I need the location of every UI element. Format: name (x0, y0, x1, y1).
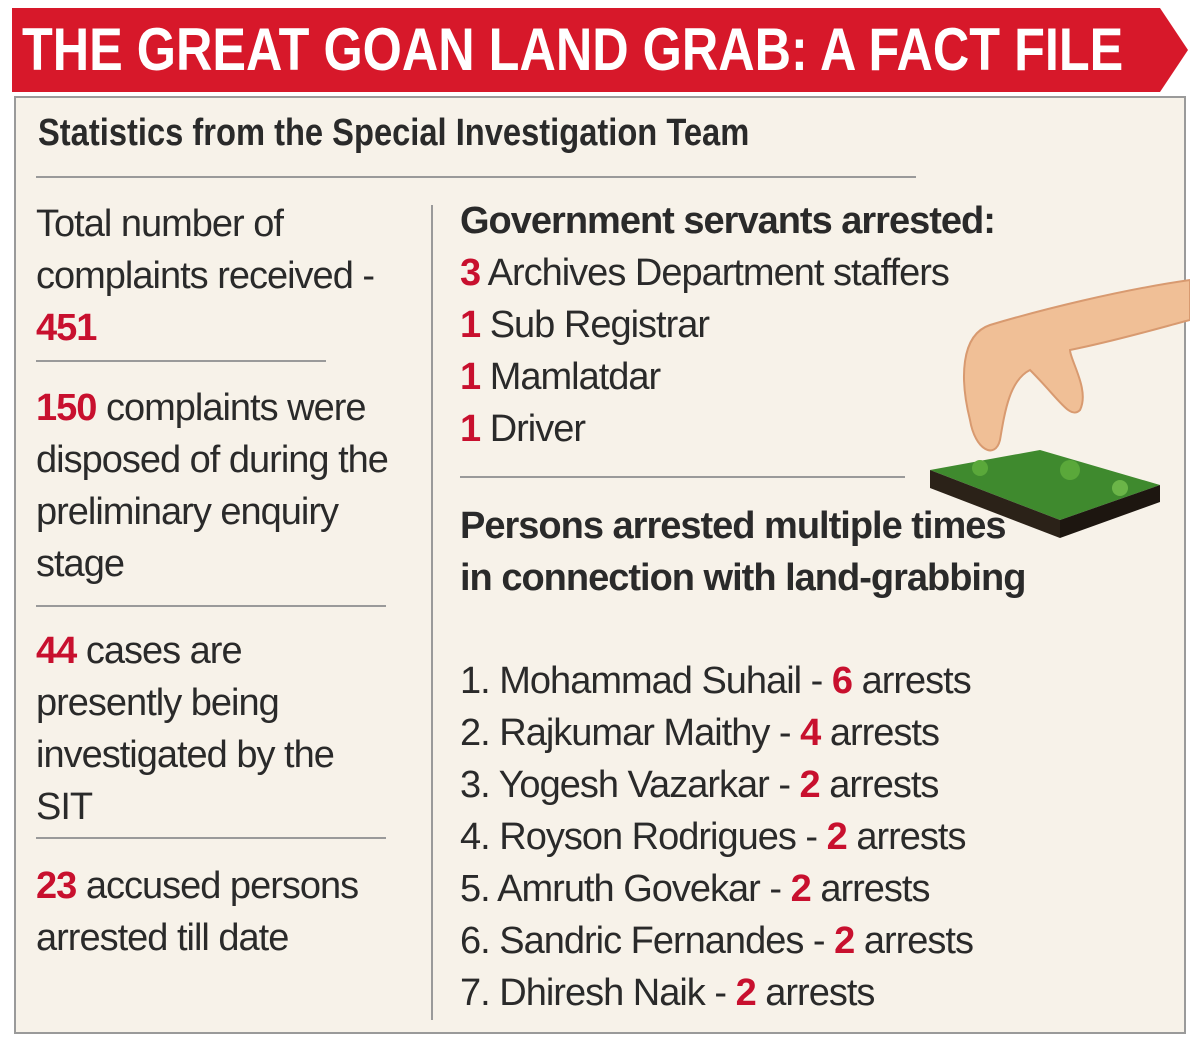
name: Amruth Govekar - (497, 868, 782, 910)
count: 2 (826, 816, 848, 858)
count: 2 (735, 972, 757, 1014)
stat-number: 451 (36, 307, 97, 349)
name: Rajkumar Maithy - (499, 712, 791, 754)
arrest-item: 1. Mohammad Suhail - 6 arrests (460, 655, 972, 707)
divider (431, 205, 433, 1020)
label: Mamlatdar (489, 356, 661, 398)
stat-text: accused persons arrested till date (36, 865, 359, 959)
count: 3 (460, 252, 481, 294)
land-side (1060, 485, 1160, 538)
rule (460, 476, 905, 478)
name: Dhiresh Naik - (499, 972, 727, 1014)
unit: arrests (829, 712, 940, 754)
stat-item: 44 cases are presently being investigate… (36, 625, 396, 833)
gov-item: 1 Sub Registrar (460, 299, 710, 351)
count: 1 (460, 408, 481, 450)
title: THE GREAT GOAN LAND GRAB: A FACT FILE (22, 16, 1124, 83)
subtitle: Statistics from the Special Investigatio… (38, 112, 750, 154)
rule (36, 176, 916, 178)
rule (36, 360, 326, 362)
unit: arrests (820, 868, 930, 910)
stat-text: Total number of complaints received - (36, 203, 375, 297)
rule (36, 837, 386, 839)
unit: arrests (863, 920, 974, 962)
arrest-item: 6. Sandric Fernandes - 2 arrests (460, 915, 974, 967)
gov-item: 1 Driver (460, 403, 586, 455)
unit: arrests (829, 764, 939, 806)
section-heading: Persons arrested multiple times in conne… (460, 505, 1026, 599)
tree (972, 460, 988, 476)
count: 2 (834, 920, 855, 962)
tree (1060, 460, 1080, 480)
label: Driver (489, 408, 586, 450)
panel (14, 96, 1186, 1034)
land-side (930, 470, 1060, 538)
stat-item: 23 accused persons arrested till date (36, 860, 396, 964)
count: 2 (799, 764, 821, 806)
section-heading: Government servants arrested: (460, 200, 996, 242)
count: 1 (460, 356, 481, 398)
index: 6. (460, 920, 491, 962)
arrest-item: 5. Amruth Govekar - 2 arrests (460, 863, 930, 915)
index: 4. (460, 816, 491, 858)
index: 1. (460, 660, 491, 702)
index: 3. (460, 764, 491, 806)
unit: arrests (856, 816, 966, 858)
count: 4 (800, 712, 821, 754)
index: 5. (460, 868, 491, 910)
name: Royson Rodrigues - (499, 816, 818, 858)
unit: arrests (765, 972, 875, 1014)
label: Sub Registrar (489, 304, 710, 346)
title-banner (12, 8, 1188, 92)
arrest-item: 3. Yogesh Vazarkar - 2 arrests (460, 759, 939, 811)
arrest-item: 7. Dhiresh Naik - 2 arrests (460, 967, 875, 1019)
name: Yogesh Vazarkar - (498, 764, 791, 806)
arrest-item: 2. Rajkumar Maithy - 4 arrests (460, 707, 940, 759)
banner-shape (12, 8, 1188, 92)
stat-number: 23 (36, 865, 77, 907)
stat-number: 150 (36, 387, 97, 429)
count: 2 (790, 868, 812, 910)
hand-illustration (930, 278, 1190, 538)
gov-item: 3 Archives Department staffers (460, 247, 950, 299)
rule (36, 605, 386, 607)
count: 1 (460, 304, 481, 346)
tree (1112, 480, 1128, 496)
label: Archives Department staffers (487, 252, 950, 294)
index: 7. (460, 972, 491, 1014)
hand (963, 278, 1190, 452)
stat-number: 44 (36, 630, 77, 672)
unit: arrests (861, 660, 972, 702)
gov-item: 1 Mamlatdar (460, 351, 661, 403)
name: Sandric Fernandes - (499, 920, 825, 962)
stat-item: 150 complaints were disposed of during t… (36, 382, 396, 590)
name: Mohammad Suhail - (499, 660, 823, 702)
stat-item: Total number of complaints received - 45… (36, 198, 396, 354)
stat-text: complaints were disposed of during the p… (36, 387, 389, 585)
arrest-item: 4. Royson Rodrigues - 2 arrests (460, 811, 967, 863)
count: 6 (831, 660, 853, 702)
index: 2. (460, 712, 491, 754)
stat-text: cases are presently being investigated b… (36, 630, 335, 828)
